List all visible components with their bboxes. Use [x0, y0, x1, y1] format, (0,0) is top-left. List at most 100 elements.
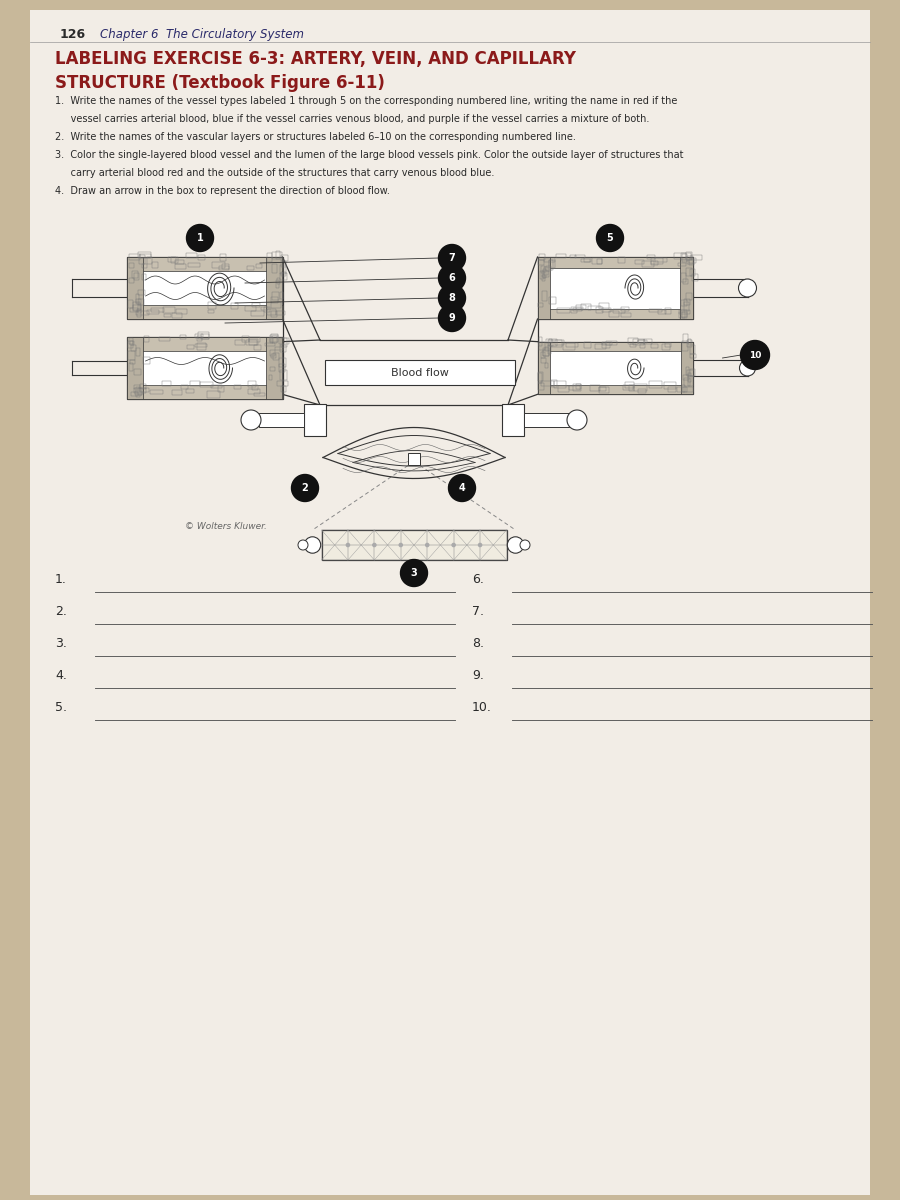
Bar [655, 258, 667, 262]
Bar [575, 254, 585, 258]
Bar [267, 252, 272, 263]
Text: 9.: 9. [472, 670, 484, 682]
Circle shape [426, 544, 428, 547]
Bar [133, 305, 140, 311]
Bar [539, 337, 543, 347]
Bar [271, 354, 276, 358]
Text: carry arterial blood red and the outside of the structures that carry venous blo: carry arterial blood red and the outside… [55, 168, 494, 178]
Circle shape [438, 284, 465, 312]
Bar [231, 302, 239, 308]
Bar [570, 254, 577, 258]
Bar [185, 253, 197, 258]
Bar [254, 392, 265, 396]
Bar [621, 307, 629, 311]
Bar [141, 274, 146, 280]
Bar [584, 342, 591, 348]
Bar [134, 389, 146, 392]
Bar [680, 253, 690, 259]
Bar [128, 257, 283, 319]
Bar [538, 383, 544, 390]
Bar [623, 385, 634, 390]
Bar [280, 292, 284, 299]
Bar [537, 257, 692, 319]
Text: 10: 10 [749, 350, 761, 360]
Bar [164, 314, 171, 318]
Bar [555, 254, 565, 258]
Bar [537, 342, 550, 395]
Bar [643, 262, 654, 266]
Bar [664, 383, 677, 389]
Circle shape [740, 360, 755, 376]
Bar [599, 388, 608, 392]
Bar [130, 263, 133, 268]
Bar [150, 308, 164, 312]
Bar [638, 389, 646, 392]
Bar [542, 290, 547, 301]
Bar [277, 277, 280, 284]
Bar [689, 258, 694, 265]
Bar [691, 256, 702, 260]
Text: 1: 1 [196, 233, 203, 242]
Bar [269, 376, 273, 379]
Bar [629, 385, 634, 391]
Bar [543, 350, 549, 356]
Bar [651, 262, 658, 265]
Text: 4.  Draw an arrow in the box to represent the direction of blood flow.: 4. Draw an arrow in the box to represent… [55, 186, 390, 196]
Bar [547, 344, 551, 354]
Bar [677, 386, 687, 391]
Bar [270, 367, 275, 371]
Bar [688, 340, 691, 344]
Bar [252, 385, 258, 390]
Bar [234, 385, 241, 389]
Bar [270, 336, 274, 343]
Circle shape [292, 474, 319, 502]
Bar [686, 293, 691, 300]
Bar [252, 304, 259, 307]
Bar [576, 305, 586, 310]
Bar [681, 311, 687, 317]
Bar [159, 337, 170, 341]
Text: 8.: 8. [472, 637, 484, 650]
Bar [274, 353, 279, 360]
Bar [551, 341, 562, 347]
Bar [581, 304, 590, 310]
Bar [588, 306, 601, 310]
Text: 7.: 7. [472, 605, 484, 618]
Bar [544, 268, 548, 275]
Circle shape [400, 544, 402, 547]
Bar [665, 343, 670, 347]
Bar [683, 334, 688, 343]
Bar [198, 256, 205, 260]
Bar [248, 340, 258, 346]
Text: 4: 4 [459, 482, 465, 493]
Bar [545, 266, 551, 271]
Bar [138, 299, 144, 305]
Bar [630, 343, 635, 347]
Text: Blood flow: Blood flow [392, 367, 449, 378]
Bar [248, 389, 260, 394]
Bar [665, 308, 671, 314]
Bar [281, 338, 286, 347]
Bar [271, 312, 277, 317]
Bar [548, 340, 553, 347]
Bar [537, 385, 692, 395]
Bar [681, 300, 687, 306]
Text: 1.  Write the names of the vessel types labeled 1 through 5 on the corresponding: 1. Write the names of the vessel types l… [55, 96, 678, 106]
Bar [537, 257, 692, 268]
Bar [682, 253, 688, 262]
Text: 5.: 5. [55, 701, 67, 714]
Bar [625, 382, 634, 388]
Circle shape [739, 280, 757, 298]
Bar [136, 299, 141, 305]
Bar [543, 271, 549, 276]
Bar [198, 332, 209, 338]
Bar [680, 342, 692, 395]
Circle shape [438, 264, 465, 292]
Bar [692, 274, 698, 281]
Bar [279, 359, 286, 367]
Bar [150, 390, 163, 394]
Bar [321, 530, 507, 560]
Bar [201, 334, 209, 338]
Bar [147, 310, 159, 314]
Bar [128, 257, 283, 271]
